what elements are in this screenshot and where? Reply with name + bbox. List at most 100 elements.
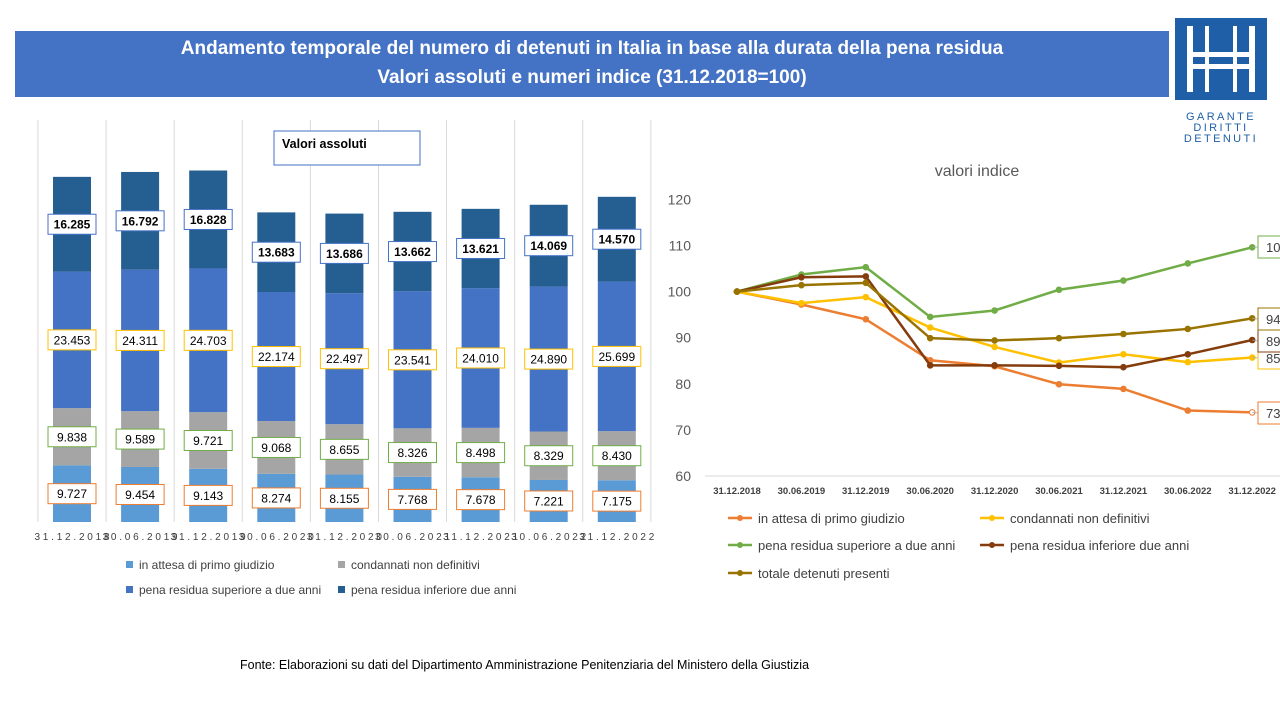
data-label: 8.329 — [534, 449, 564, 463]
x-tick-label: 31.12.2018 — [713, 486, 761, 497]
data-label: 25.699 — [598, 350, 635, 364]
series-point — [862, 273, 870, 280]
data-label-box — [319, 438, 369, 460]
data-label-box — [456, 442, 506, 464]
series-point — [1055, 286, 1063, 294]
data-label-box — [251, 241, 301, 263]
source-note: Fonte: Elaborazioni su dati del Dipartim… — [240, 658, 810, 672]
garante-logo: GARANTE DIRITTI DETENUTI — [1175, 18, 1267, 146]
legend-marker — [737, 542, 743, 548]
data-label: 13.686 — [326, 247, 363, 261]
end-label: 89 — [1266, 334, 1280, 349]
series-point — [1120, 363, 1127, 371]
series-point — [1055, 334, 1063, 342]
end-label: 85 — [1266, 351, 1280, 366]
title-band: Andamento temporale del numero di detenu… — [15, 31, 1169, 97]
data-label: 14.570 — [598, 233, 635, 247]
data-label: 8.498 — [466, 446, 496, 460]
data-label: 8.274 — [261, 491, 291, 505]
data-label: 7.768 — [397, 493, 427, 507]
legend-label: pena residua superiore a due anni — [139, 583, 321, 597]
x-tick-label: 3 0 . 0 6 . 2 0 2 0 — [239, 532, 314, 543]
end-label-leader — [1252, 411, 1259, 414]
series-point — [1055, 362, 1063, 370]
data-label-box — [524, 490, 574, 512]
page-subtitle: Valori assoluti e numeri indice (31.12.2… — [377, 67, 807, 88]
logo-text-detenuti: DETENUTI — [1183, 133, 1259, 145]
series-point — [926, 313, 934, 321]
y-tick-label: 110 — [669, 238, 692, 254]
legend-label: pena residua superiore a due anni — [758, 538, 955, 553]
series-point — [862, 263, 870, 271]
series-point — [1120, 330, 1127, 338]
data-label-box — [456, 347, 506, 369]
data-label: 9.143 — [193, 489, 223, 503]
x-tick-label: 30.06.2019 — [778, 486, 826, 497]
series-point — [798, 281, 805, 289]
series-point — [1184, 407, 1192, 414]
data-label: 24.311 — [122, 334, 158, 348]
series-point — [1120, 385, 1127, 393]
data-label-box — [115, 483, 165, 505]
data-label-box — [456, 237, 506, 259]
data-label-box — [592, 445, 642, 467]
series-point — [1120, 277, 1127, 284]
logo-mark-icon — [1175, 18, 1267, 100]
data-label-box — [115, 210, 165, 232]
series-point — [1184, 325, 1192, 333]
data-label-box — [183, 429, 233, 451]
series-point — [733, 288, 741, 295]
data-label-box — [183, 208, 233, 230]
end-label: 94 — [1266, 312, 1280, 327]
end-label-box — [1257, 235, 1280, 259]
data-label-box — [115, 428, 165, 450]
data-label: 24.890 — [530, 353, 567, 367]
data-label: 13.621 — [462, 242, 499, 256]
x-tick-label: 3 1 . 1 2 . 2 0 1 8 — [34, 532, 109, 543]
legend-marker — [989, 542, 995, 548]
data-label-box — [524, 235, 574, 257]
x-tick-label: 30.06.2022 — [1164, 486, 1212, 497]
data-label-box — [319, 487, 369, 509]
legend-label: condannati non definitivi — [1010, 511, 1150, 526]
series-point — [991, 362, 998, 369]
series-point — [1055, 380, 1063, 388]
series-point — [926, 362, 934, 369]
series-point — [1184, 350, 1192, 358]
end-label-leader — [1252, 339, 1259, 342]
bar-chart-title-box — [273, 130, 421, 166]
data-label-box — [115, 329, 165, 351]
series-point — [862, 279, 870, 287]
data-label-box — [524, 348, 574, 370]
y-tick-label: 60 — [675, 468, 691, 484]
legend-marker — [737, 515, 743, 521]
legend-swatch — [338, 561, 345, 568]
data-label: 8.155 — [329, 492, 359, 506]
legend-swatch — [126, 586, 133, 593]
data-label: 16.285 — [54, 218, 91, 232]
line-chart-title: valori indice — [935, 163, 1020, 180]
end-label: 73 — [1266, 406, 1280, 421]
series-point — [991, 307, 998, 314]
x-tick-label: 31.12.2020 — [971, 486, 1019, 497]
data-label-box — [592, 490, 642, 512]
x-tick-label: 3 1 . 1 2 . 2 0 2 2 — [579, 532, 654, 543]
legend-swatch — [338, 586, 345, 593]
legend-label: in attesa di primo giudizio — [758, 511, 905, 526]
logo-text-garante: GARANTE — [1186, 111, 1256, 123]
x-tick-label: 31.12.2019 — [842, 486, 890, 497]
data-label-box — [524, 445, 574, 467]
data-label: 9.838 — [57, 430, 87, 444]
data-label: 13.683 — [258, 246, 295, 260]
data-label: 14.069 — [530, 239, 567, 253]
data-label-box — [388, 349, 437, 371]
data-label-box — [251, 487, 301, 509]
data-label-box — [183, 484, 233, 506]
data-label: 9.727 — [57, 487, 87, 501]
series-line — [736, 290, 1253, 364]
y-tick-label: 70 — [675, 422, 691, 438]
data-label-box — [319, 242, 369, 264]
legend-label: pena residua inferiore due anni — [1010, 538, 1189, 553]
y-tick-label: 120 — [668, 191, 692, 207]
data-label: 22.174 — [258, 350, 295, 364]
